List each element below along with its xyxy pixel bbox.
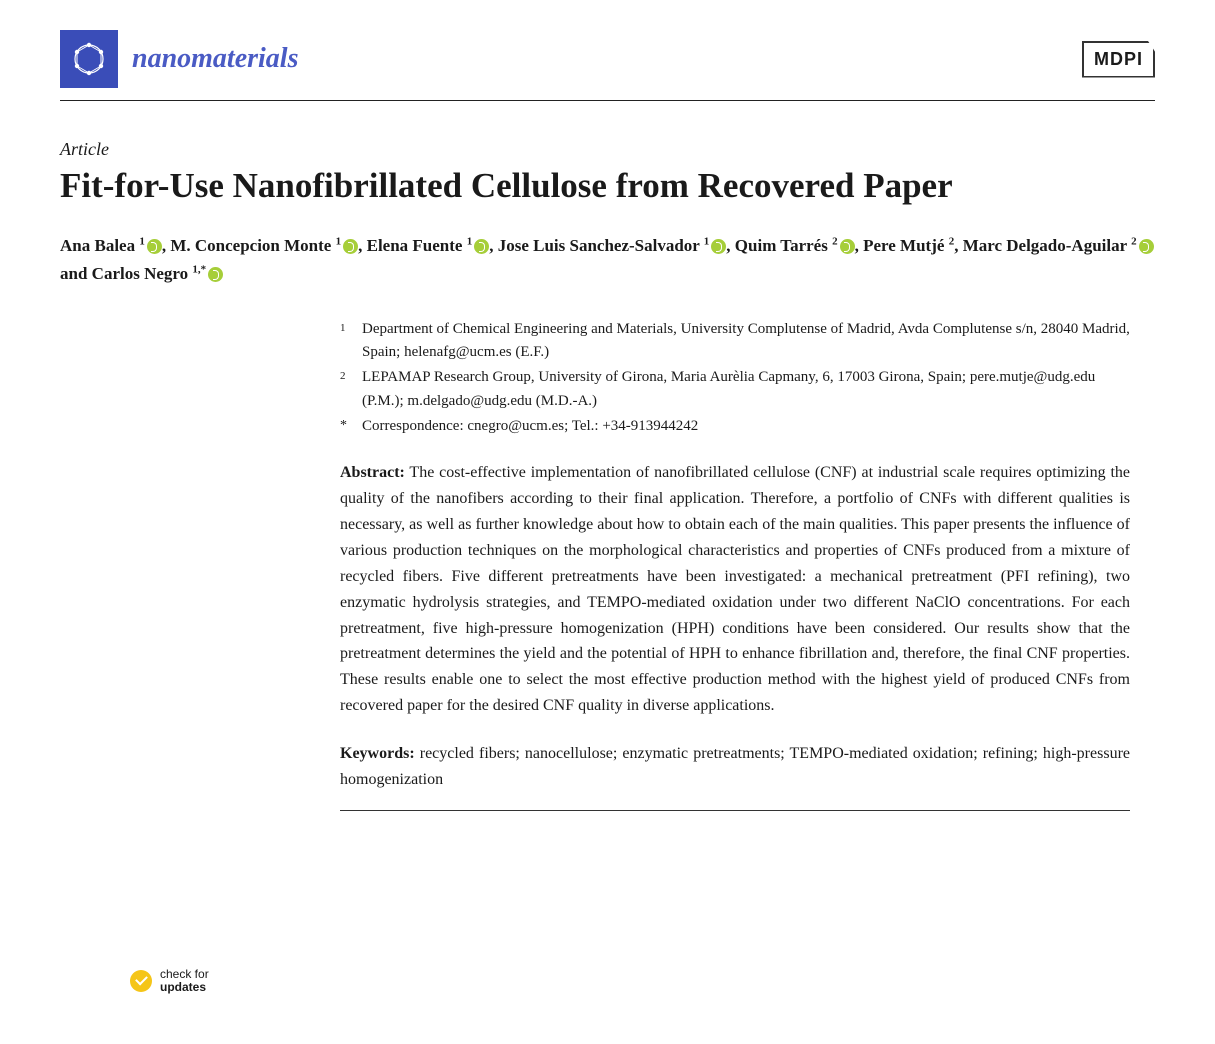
check-line2: updates <box>160 981 209 994</box>
affiliation-mark: 1 <box>340 318 362 365</box>
affiliation-text: Department of Chemical Engineering and M… <box>362 318 1130 365</box>
orcid-icon[interactable] <box>208 267 223 282</box>
orcid-icon[interactable] <box>711 239 726 254</box>
check-line1: check for <box>160 968 209 981</box>
check-icon <box>130 970 152 992</box>
keywords: Keywords: recycled fibers; nanocellulose… <box>340 741 1130 811</box>
orcid-icon[interactable] <box>1139 239 1154 254</box>
orcid-icon[interactable] <box>474 239 489 254</box>
abstract-label: Abstract: <box>340 464 405 481</box>
check-for-updates[interactable]: check for updates <box>130 968 209 994</box>
author-list: Ana Balea 1, M. Concepcion Monte 1, Elen… <box>60 232 1155 288</box>
affiliation-row: 1Department of Chemical Engineering and … <box>340 318 1130 365</box>
author: Carlos Negro 1,* <box>92 264 223 283</box>
author: Jose Luis Sanchez-Salvador 1 <box>498 236 727 255</box>
journal-logo-icon <box>60 30 118 88</box>
orcid-icon[interactable] <box>147 239 162 254</box>
keywords-text: recycled fibers; nanocellulose; enzymati… <box>340 745 1130 788</box>
author: Quim Tarrés 2 <box>735 236 855 255</box>
article-type: Article <box>60 139 1155 160</box>
affiliations-block: 1Department of Chemical Engineering and … <box>340 318 1130 438</box>
affiliation-text: LEPAMAP Research Group, University of Gi… <box>362 366 1130 413</box>
affiliation-text: Correspondence: cnegro@ucm.es; Tel.: +34… <box>362 415 1130 438</box>
abstract-text: The cost-effective implementation of nan… <box>340 464 1130 714</box>
article-title: Fit-for-Use Nanofibrillated Cellulose fr… <box>60 164 1155 208</box>
check-updates-text: check for updates <box>160 968 209 994</box>
author: Elena Fuente 1 <box>367 236 490 255</box>
affiliation-mark: 2 <box>340 366 362 413</box>
keywords-label: Keywords: <box>340 745 415 762</box>
affiliation-mark: * <box>340 415 362 438</box>
author: Ana Balea 1 <box>60 236 162 255</box>
author: M. Concepcion Monte 1 <box>170 236 358 255</box>
affiliation-row: *Correspondence: cnegro@ucm.es; Tel.: +3… <box>340 415 1130 438</box>
abstract: Abstract: The cost-effective implementat… <box>340 460 1130 719</box>
author: Pere Mutjé 2 <box>863 236 954 255</box>
orcid-icon[interactable] <box>840 239 855 254</box>
author: Marc Delgado-Aguilar 2 <box>963 236 1154 255</box>
journal-block: nanomaterials <box>60 30 298 88</box>
journal-name: nanomaterials <box>132 43 298 75</box>
publisher-logo: MDPI <box>1082 41 1155 78</box>
header-bar: nanomaterials MDPI <box>60 30 1155 101</box>
orcid-icon[interactable] <box>343 239 358 254</box>
affiliation-row: 2LEPAMAP Research Group, University of G… <box>340 366 1130 413</box>
